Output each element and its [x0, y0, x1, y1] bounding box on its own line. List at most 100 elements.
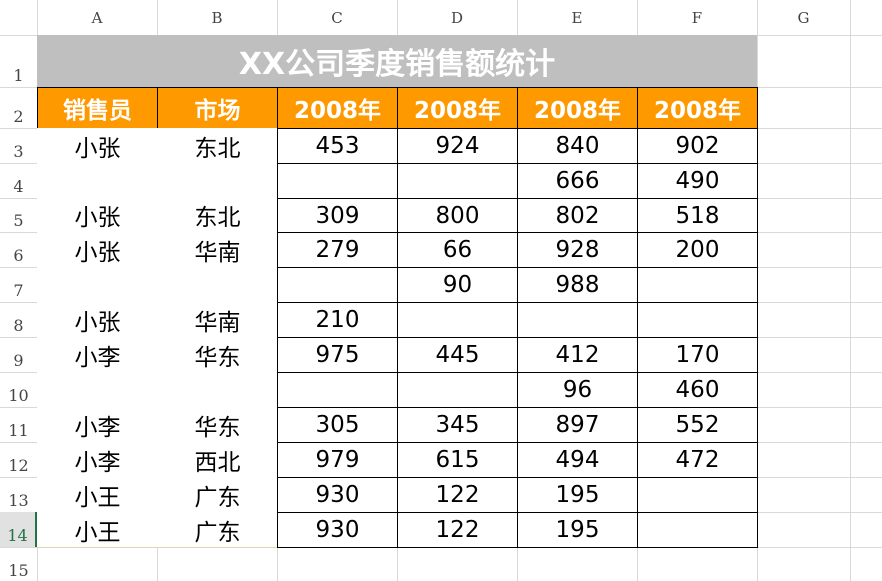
data-cell[interactable]: 930: [277, 512, 398, 548]
data-cell[interactable]: 460: [637, 372, 758, 408]
header-cell[interactable]: 2008年: [397, 87, 518, 129]
data-cell[interactable]: 小张: [37, 128, 158, 164]
data-cell[interactable]: 928: [517, 232, 638, 268]
row-header[interactable]: 9: [13, 351, 24, 370]
data-cell[interactable]: [37, 163, 158, 199]
data-cell[interactable]: [277, 267, 398, 303]
row-header[interactable]: 12: [8, 456, 29, 475]
data-cell[interactable]: 华南: [157, 302, 278, 338]
data-cell[interactable]: [157, 163, 278, 199]
header-cell[interactable]: 2008年: [637, 87, 758, 129]
data-cell[interactable]: 345: [397, 407, 518, 443]
data-cell[interactable]: 666: [517, 163, 638, 199]
data-cell[interactable]: 279: [277, 232, 398, 268]
data-cell[interactable]: 东北: [157, 198, 278, 233]
data-cell[interactable]: 615: [397, 442, 518, 478]
data-cell[interactable]: 华南: [157, 232, 278, 268]
data-cell[interactable]: [397, 163, 518, 199]
data-cell[interactable]: 东北: [157, 128, 278, 164]
row-header[interactable]: 14: [0, 512, 37, 547]
row-header[interactable]: 6: [13, 246, 24, 265]
row-header[interactable]: 15: [8, 561, 29, 580]
column-header[interactable]: B: [211, 8, 223, 27]
data-cell[interactable]: 195: [517, 512, 638, 548]
data-cell[interactable]: 924: [397, 128, 518, 164]
data-cell[interactable]: 66: [397, 232, 518, 268]
data-cell[interactable]: 小王: [37, 477, 158, 513]
data-cell[interactable]: 800: [397, 198, 518, 233]
data-cell[interactable]: [637, 512, 758, 548]
row-header[interactable]: 8: [13, 316, 24, 335]
data-cell[interactable]: 518: [637, 198, 758, 233]
column-header[interactable]: D: [450, 8, 464, 27]
data-cell[interactable]: 552: [637, 407, 758, 443]
data-cell[interactable]: 453: [277, 128, 398, 164]
data-cell[interactable]: 广东: [157, 512, 278, 548]
data-cell[interactable]: 小李: [37, 337, 158, 373]
header-cell[interactable]: 销售员: [37, 87, 158, 129]
row-header[interactable]: 7: [13, 281, 24, 300]
data-cell[interactable]: [157, 372, 278, 408]
data-cell[interactable]: 305: [277, 407, 398, 443]
column-header[interactable]: E: [571, 8, 583, 27]
row-header[interactable]: 10: [8, 386, 29, 405]
row-header[interactable]: 11: [8, 421, 29, 440]
row-header[interactable]: 1: [13, 66, 24, 85]
data-cell[interactable]: [157, 267, 278, 303]
row-header[interactable]: 13: [8, 491, 29, 510]
data-cell[interactable]: [37, 267, 158, 303]
header-cell[interactable]: 2008年: [277, 87, 398, 129]
data-cell[interactable]: 170: [637, 337, 758, 373]
data-cell[interactable]: 802: [517, 198, 638, 233]
data-cell[interactable]: 122: [397, 512, 518, 548]
data-cell[interactable]: 96: [517, 372, 638, 408]
data-cell[interactable]: [397, 372, 518, 408]
data-cell[interactable]: [517, 302, 638, 338]
data-cell[interactable]: 902: [637, 128, 758, 164]
data-cell[interactable]: 华东: [157, 407, 278, 443]
data-cell[interactable]: 897: [517, 407, 638, 443]
data-cell[interactable]: 小李: [37, 442, 158, 478]
data-cell[interactable]: 445: [397, 337, 518, 373]
data-cell[interactable]: 广东: [157, 477, 278, 513]
data-cell[interactable]: [637, 302, 758, 338]
data-cell[interactable]: 930: [277, 477, 398, 513]
data-cell[interactable]: 小张: [37, 232, 158, 268]
column-header[interactable]: A: [91, 8, 103, 27]
data-cell[interactable]: 494: [517, 442, 638, 478]
data-cell[interactable]: 210: [277, 302, 398, 338]
data-cell[interactable]: 200: [637, 232, 758, 268]
data-cell[interactable]: 小张: [37, 302, 158, 338]
data-cell[interactable]: [277, 163, 398, 199]
data-cell[interactable]: [397, 302, 518, 338]
column-header[interactable]: C: [331, 8, 343, 27]
row-header[interactable]: 5: [13, 211, 24, 230]
header-cell[interactable]: 市场: [157, 87, 278, 129]
column-header[interactable]: F: [691, 8, 703, 27]
data-cell[interactable]: [37, 372, 158, 408]
data-cell[interactable]: 小王: [37, 512, 158, 548]
row-header[interactable]: 3: [13, 142, 24, 161]
data-cell[interactable]: [637, 477, 758, 513]
data-cell[interactable]: [637, 267, 758, 303]
data-cell[interactable]: 195: [517, 477, 638, 513]
data-cell[interactable]: 840: [517, 128, 638, 164]
data-cell[interactable]: 90: [397, 267, 518, 303]
data-cell[interactable]: 979: [277, 442, 398, 478]
data-cell[interactable]: 小张: [37, 198, 158, 233]
data-cell[interactable]: 西北: [157, 442, 278, 478]
column-header[interactable]: G: [797, 8, 810, 27]
data-cell[interactable]: 975: [277, 337, 398, 373]
data-cell[interactable]: 472: [637, 442, 758, 478]
data-cell[interactable]: [277, 372, 398, 408]
data-cell[interactable]: 988: [517, 267, 638, 303]
data-cell[interactable]: 412: [517, 337, 638, 373]
title-cell[interactable]: XX公司季度销售额统计: [37, 35, 757, 87]
header-cell[interactable]: 2008年: [517, 87, 638, 129]
data-cell[interactable]: 华东: [157, 337, 278, 373]
row-header[interactable]: 4: [13, 177, 24, 196]
data-cell[interactable]: 309: [277, 198, 398, 233]
data-cell[interactable]: 小李: [37, 407, 158, 443]
row-header[interactable]: 2: [13, 107, 24, 126]
data-cell[interactable]: 490: [637, 163, 758, 199]
